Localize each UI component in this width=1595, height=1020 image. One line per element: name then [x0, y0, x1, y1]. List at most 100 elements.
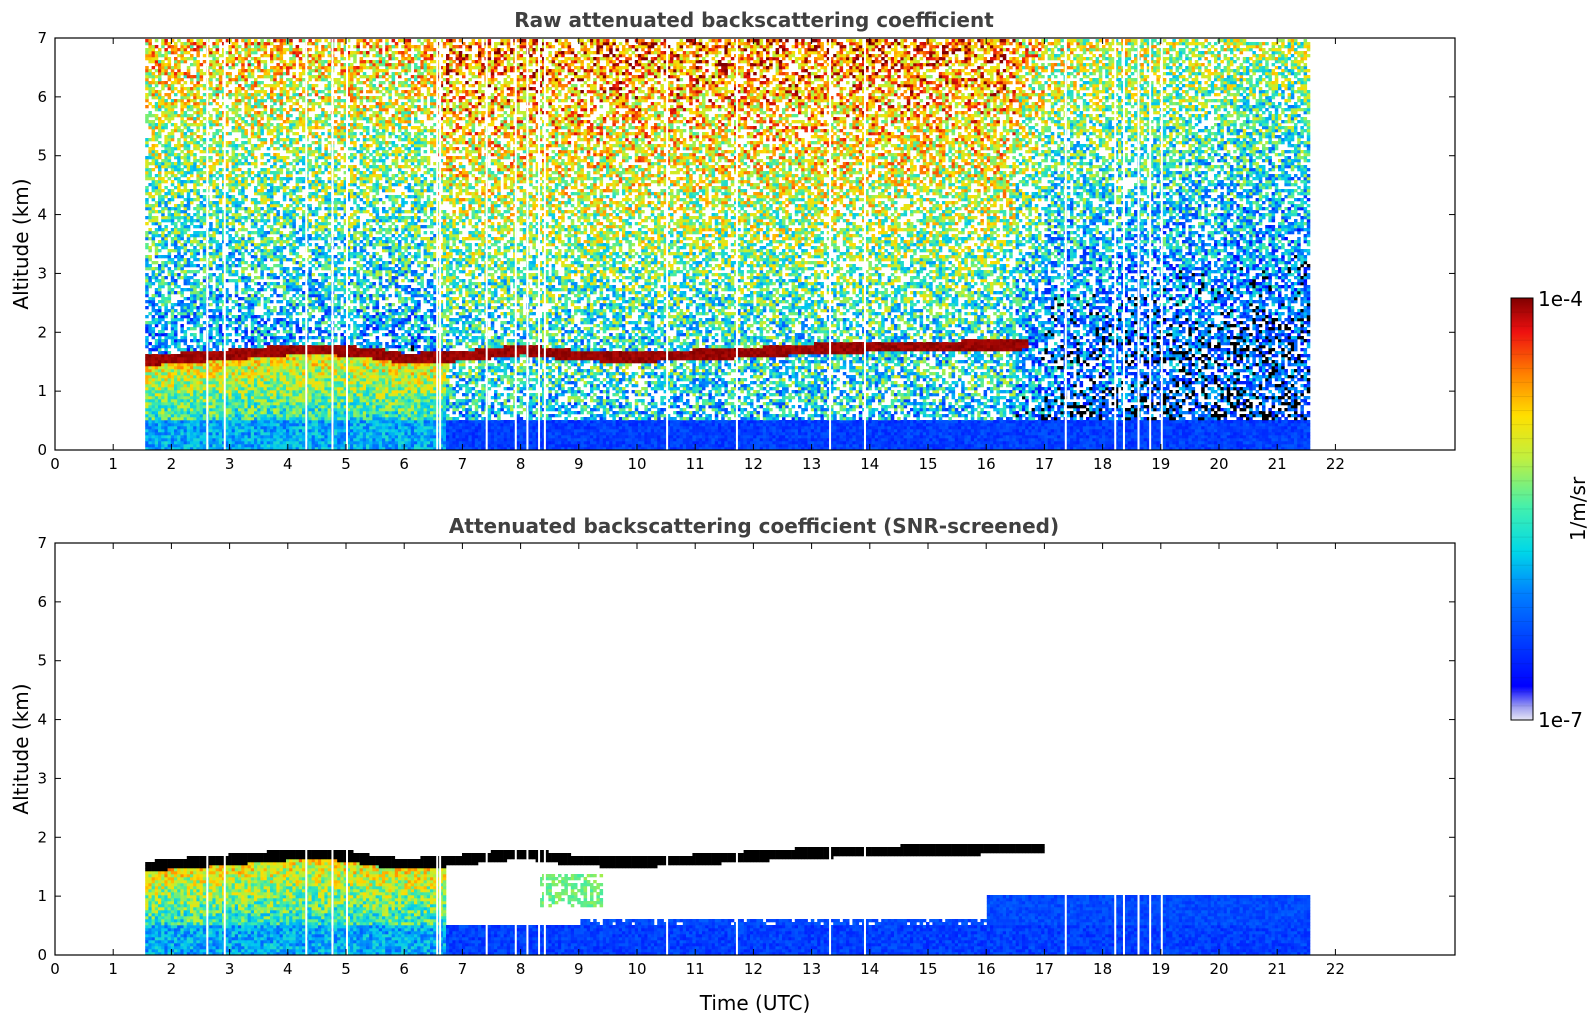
data-gap — [544, 38, 546, 450]
chart-title: Attenuated backscattering coefficient (S… — [449, 514, 1059, 538]
data-gap — [1161, 543, 1163, 955]
x-tick-label: 0 — [50, 960, 60, 978]
data-gap — [346, 38, 348, 450]
data-gap — [829, 38, 831, 450]
data-gap — [331, 38, 333, 450]
y-axis-label: Altitude (km) — [9, 178, 33, 309]
data-gap — [1114, 38, 1116, 450]
data-gap — [736, 38, 738, 450]
x-tick-label: 19 — [1151, 455, 1170, 473]
x-tick-label: 17 — [1035, 960, 1054, 978]
x-tick-label: 14 — [860, 960, 879, 978]
data-gap — [1161, 38, 1163, 450]
chart-title: Raw attenuated backscattering coefficien… — [514, 8, 994, 32]
x-tick-label: 21 — [1268, 455, 1287, 473]
data-gap — [224, 38, 226, 450]
data-gap — [1138, 38, 1140, 450]
x-axis-label: Time (UTC) — [699, 991, 811, 1015]
y-tick-label: 1 — [37, 382, 47, 400]
x-tick-label: 11 — [686, 455, 705, 473]
x-tick-label: 22 — [1326, 960, 1345, 978]
heatmap-area — [145, 543, 1310, 955]
x-tick-label: 6 — [399, 960, 409, 978]
colorbar: 1e-4 1e-7 1/m/sr — [1511, 287, 1590, 732]
y-tick-label: 3 — [37, 264, 47, 282]
x-tick-label: 2 — [167, 455, 177, 473]
y-tick-label: 5 — [37, 652, 47, 670]
x-tick-label: 20 — [1209, 960, 1228, 978]
data-gap — [436, 38, 438, 450]
x-tick-label: 11 — [686, 960, 705, 978]
x-tick-label: 16 — [977, 455, 996, 473]
x-tick-label: 12 — [744, 455, 763, 473]
raw-backscatter-panel: Raw attenuated backscattering coefficien… — [9, 8, 1455, 473]
x-tick-label: 20 — [1209, 455, 1228, 473]
data-gap — [1114, 543, 1116, 955]
y-axis-label: Altitude (km) — [9, 683, 33, 814]
y-tick-label: 0 — [37, 946, 47, 964]
x-tick-label: 3 — [225, 960, 235, 978]
x-tick-label: 4 — [283, 960, 293, 978]
colorbar-min-label: 1e-7 — [1538, 708, 1583, 732]
y-tick-label: 4 — [37, 711, 47, 729]
x-tick-label: 18 — [1093, 455, 1112, 473]
y-tick-label: 6 — [37, 593, 47, 611]
x-tick-label: 7 — [458, 455, 468, 473]
x-tick-label: 9 — [574, 455, 584, 473]
data-gap — [538, 543, 540, 955]
data-gap — [1123, 543, 1125, 955]
data-gap — [666, 543, 668, 955]
x-tick-label: 21 — [1268, 960, 1287, 978]
x-tick-label: 15 — [918, 455, 937, 473]
x-tick-label: 10 — [627, 960, 646, 978]
data-gap — [224, 543, 226, 955]
x-tick-label: 2 — [167, 960, 177, 978]
x-tick-label: 13 — [802, 960, 821, 978]
y-tick-label: 1 — [37, 887, 47, 905]
x-tick-label: 22 — [1326, 455, 1345, 473]
x-tick-label: 1 — [108, 960, 118, 978]
data-gap — [864, 543, 866, 955]
x-tick-label: 8 — [516, 960, 526, 978]
y-tick-label: 3 — [37, 769, 47, 787]
data-gap — [331, 543, 333, 955]
data-gap — [736, 543, 738, 955]
y-tick-label: 5 — [37, 147, 47, 165]
x-tick-label: 18 — [1093, 960, 1112, 978]
data-gap — [666, 38, 668, 450]
x-tick-label: 7 — [458, 960, 468, 978]
data-gap — [439, 38, 441, 450]
data-gap — [206, 543, 208, 955]
data-gap — [515, 543, 517, 955]
data-gap — [1065, 38, 1067, 450]
colorbar-max-label: 1e-4 — [1538, 287, 1583, 311]
data-gap — [346, 543, 348, 955]
x-tick-label: 8 — [516, 455, 526, 473]
heatmap-area — [145, 38, 1310, 450]
data-gap — [864, 38, 866, 450]
data-gap — [829, 543, 831, 955]
y-tick-label: 7 — [37, 534, 47, 552]
x-tick-label: 12 — [744, 960, 763, 978]
data-gap — [439, 543, 441, 955]
data-gap — [526, 543, 528, 955]
x-tick-label: 19 — [1151, 960, 1170, 978]
data-gap — [544, 543, 546, 955]
x-tick-label: 1 — [108, 455, 118, 473]
data-gap — [1149, 543, 1151, 955]
data-gap — [305, 543, 307, 955]
data-gap — [486, 543, 488, 955]
y-tick-label: 6 — [37, 88, 47, 106]
y-tick-label: 2 — [37, 323, 47, 341]
snr-screened-panel: Attenuated backscattering coefficient (S… — [9, 514, 1455, 1015]
x-tick-label: 16 — [977, 960, 996, 978]
data-gap — [1123, 38, 1125, 450]
x-tick-label: 13 — [802, 455, 821, 473]
data-gap — [526, 38, 528, 450]
data-gap — [1065, 543, 1067, 955]
data-gap — [206, 38, 208, 450]
y-tick-label: 2 — [37, 828, 47, 846]
x-tick-label: 3 — [225, 455, 235, 473]
data-gap — [436, 543, 438, 955]
data-gap — [1149, 38, 1151, 450]
